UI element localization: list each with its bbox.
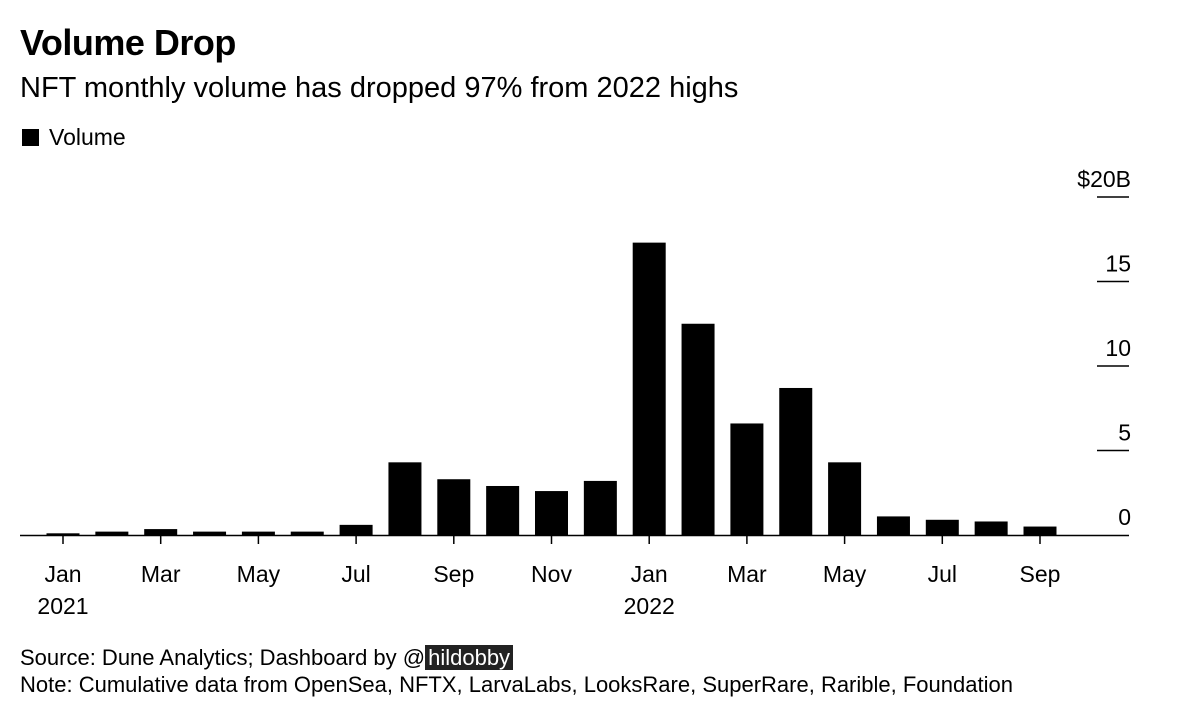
- bar-2021-10: [486, 485, 520, 535]
- bar-2021-04: [193, 531, 227, 535]
- y-tick-label: 0: [1118, 504, 1131, 530]
- bar-2022-03: [730, 423, 764, 535]
- bar-2021-02: [95, 531, 129, 535]
- x-tick-label: Mar: [727, 561, 767, 587]
- bar-2022-07: [925, 519, 959, 535]
- bar-chart: 0 5 10 15 $20B Jan 2021 Mar May Jul Sep Nov Jan 2022…: [20, 166, 1131, 619]
- bar-2022-04: [779, 387, 813, 535]
- legend-label: Volume: [49, 124, 126, 150]
- y-tick-label: 15: [1105, 251, 1131, 277]
- bar-2022-01: [632, 242, 666, 535]
- data-note: Note: Cumulative data from OpenSea, NFTX…: [20, 672, 1013, 697]
- x-tick-label: Jul: [341, 561, 370, 587]
- x-tick-label: Mar: [141, 561, 181, 587]
- legend: Volume: [22, 124, 126, 151]
- x-tick-label: May: [237, 561, 281, 587]
- x-tick-label: Nov: [531, 561, 572, 587]
- x-tick-label: Jan: [631, 561, 668, 587]
- source-note: Source: Dune Analytics; Dashboard by @ hi…: [20, 645, 514, 671]
- bar-2021-07: [339, 524, 373, 535]
- x-tick-label: Sep: [433, 561, 474, 587]
- chart-title: Volume Drop: [20, 22, 236, 63]
- x-tick-label: Jul: [928, 561, 957, 587]
- bar-2021-12: [583, 480, 617, 535]
- x-tick-label: Jan: [44, 561, 81, 587]
- bar-2021-03: [144, 529, 178, 535]
- bar-2022-02: [681, 323, 715, 535]
- bar-2021-01: [46, 533, 80, 535]
- bar-2021-09: [437, 479, 471, 535]
- bar-2021-11: [535, 491, 568, 535]
- bar-2021-05: [241, 531, 275, 535]
- y-tick-label: 5: [1118, 420, 1131, 446]
- x-tick-year-label: 2021: [37, 593, 88, 619]
- y-axis: 0 5 10 15 $20B: [1077, 166, 1131, 530]
- source-text: Source: Dune Analytics; Dashboard by @: [20, 645, 426, 670]
- bar-2022-05: [828, 462, 862, 535]
- source-handle: hildobby: [425, 645, 514, 670]
- bar-2021-06: [290, 531, 324, 535]
- y-tick-label: $20B: [1077, 166, 1131, 192]
- x-tick-label: May: [823, 561, 867, 587]
- legend-swatch: [22, 129, 39, 146]
- x-tick-year-label: 2022: [624, 593, 675, 619]
- x-tick-label: Sep: [1020, 561, 1061, 587]
- y-tick-label: 10: [1105, 335, 1131, 361]
- bar-2022-08: [974, 521, 1008, 535]
- bar-2022-09: [1023, 526, 1057, 535]
- bar-2022-06: [876, 516, 910, 535]
- bars-group: [46, 242, 1057, 535]
- x-axis: Jan 2021 Mar May Jul Sep Nov Jan 2022 Mar May Jul Se…: [20, 534, 1129, 619]
- bar-2021-08: [388, 462, 422, 535]
- chart-subtitle: NFT monthly volume has dropped 97% from …: [20, 72, 739, 104]
